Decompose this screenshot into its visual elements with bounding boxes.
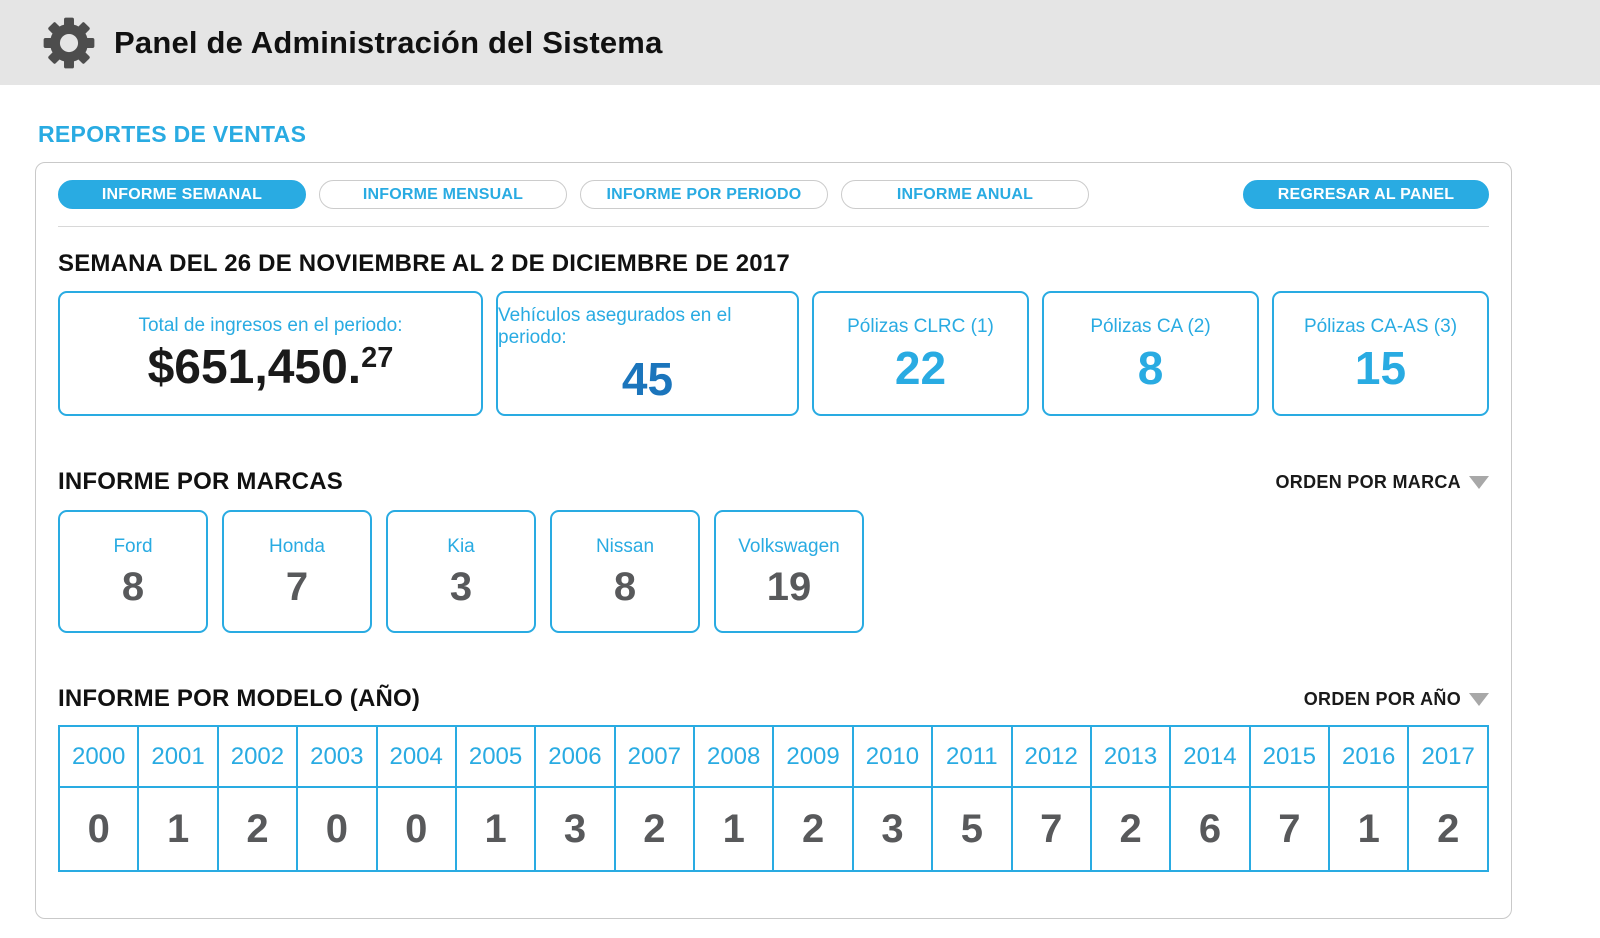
brand-card-honda: Honda 7 bbox=[222, 510, 372, 633]
brand-name: Honda bbox=[269, 536, 325, 557]
tab-informe-anual[interactable]: INFORME ANUAL bbox=[841, 180, 1089, 209]
brand-name: Kia bbox=[447, 536, 475, 557]
kpi-value: 8 bbox=[1137, 342, 1164, 394]
brand-name: Volkswagen bbox=[738, 536, 840, 557]
year-header-2016: 2016 bbox=[1327, 725, 1410, 788]
year-count-2005: 1 bbox=[454, 786, 537, 872]
back-to-panel-button[interactable]: REGRESAR AL PANEL bbox=[1243, 180, 1489, 209]
year-count-2012: 7 bbox=[1010, 786, 1092, 872]
kpi-label: Total de ingresos en el periodo: bbox=[138, 315, 403, 336]
kpi-label: Pólizas CLRC (1) bbox=[847, 316, 994, 337]
kpi-label: Vehículos asegurados en el periodo: bbox=[498, 305, 732, 348]
year-header-2008: 2008 bbox=[692, 725, 775, 788]
kpi-cards-row: Total de ingresos en el periodo: $651,450… bbox=[58, 291, 1489, 416]
app-header: Panel de Administración del Sistema bbox=[0, 0, 1600, 85]
chevron-down-icon bbox=[1469, 475, 1489, 489]
brand-count: 8 bbox=[121, 565, 145, 609]
sort-by-year-label: ORDEN POR AÑO bbox=[1303, 688, 1461, 709]
tab-informe-mensual[interactable]: INFORME MENSUAL bbox=[319, 180, 567, 209]
models-section-title: INFORME POR MODELO (AÑO) bbox=[58, 685, 421, 712]
brand-card-nissan: Nissan 8 bbox=[550, 510, 700, 633]
brand-name: Ford bbox=[113, 536, 153, 557]
year-header-2000: 2000 bbox=[57, 725, 140, 788]
year-header-2010: 2010 bbox=[851, 725, 934, 788]
kpi-card-p-lizas-ca-2: Pólizas CA (2) 8 bbox=[1042, 291, 1259, 416]
kpi-label: Pólizas CA-AS (3) bbox=[1303, 316, 1458, 337]
brands-section-head: INFORME POR MARCAS ORDEN POR MARCA bbox=[58, 468, 1489, 496]
brand-count: 3 bbox=[449, 565, 473, 609]
kpi-card-total-de-ingresos-en-el-periodo: Total de ingresos en el periodo: $651,450… bbox=[58, 291, 483, 416]
year-header-2005: 2005 bbox=[454, 725, 537, 788]
brand-card-volkswagen: Volkswagen 19 bbox=[714, 510, 864, 633]
brand-cards-row: Ford 8 Honda 7 Kia 3 Nissan 8 Volkswagen 19 bbox=[58, 510, 1489, 633]
year-header-2009: 2009 bbox=[772, 725, 854, 788]
chevron-down-icon bbox=[1469, 692, 1489, 706]
kpi-value: 15 bbox=[1354, 342, 1407, 394]
year-count-2002: 2 bbox=[216, 786, 299, 872]
year-header-2013: 2013 bbox=[1089, 725, 1172, 788]
year-count-2014: 6 bbox=[1169, 786, 1251, 872]
tabs-divider bbox=[58, 226, 1489, 227]
kpi-value: 45 bbox=[621, 353, 674, 405]
brand-card-ford: Ford 8 bbox=[58, 510, 208, 633]
reports-section-title: REPORTES DE VENTAS bbox=[38, 121, 307, 147]
brands-section-title: INFORME POR MARCAS bbox=[58, 468, 343, 495]
tab-informe-semanal[interactable]: INFORME SEMANAL bbox=[58, 180, 306, 209]
year-count-2007: 2 bbox=[613, 786, 696, 872]
year-count-2003: 0 bbox=[296, 786, 378, 872]
brand-count: 19 bbox=[766, 565, 812, 609]
brand-card-kia: Kia 3 bbox=[386, 510, 536, 633]
year-count-2016: 1 bbox=[1327, 786, 1410, 872]
sort-by-year-control[interactable]: ORDEN POR AÑO bbox=[1304, 689, 1489, 710]
year-header-2014: 2014 bbox=[1169, 725, 1251, 788]
year-header-2007: 2007 bbox=[613, 725, 696, 788]
sort-by-brand-label: ORDEN POR MARCA bbox=[1275, 471, 1461, 492]
year-count-2015: 7 bbox=[1248, 786, 1331, 872]
year-header-2004: 2004 bbox=[375, 725, 457, 788]
kpi-value-cents: 27 bbox=[361, 342, 394, 374]
year-header-2017: 2017 bbox=[1407, 725, 1489, 788]
year-count-2004: 0 bbox=[375, 786, 457, 872]
tab-informe-por-periodo[interactable]: INFORME POR PERIODO bbox=[580, 180, 828, 209]
models-section-head: INFORME POR MODELO (AÑO) ORDEN POR AÑO bbox=[58, 685, 1489, 713]
year-count-2013: 2 bbox=[1089, 786, 1172, 872]
brand-count: 7 bbox=[285, 565, 309, 609]
year-header-2012: 2012 bbox=[1010, 725, 1092, 788]
kpi-card-p-lizas-ca-as-3: Pólizas CA-AS (3) 15 bbox=[1272, 291, 1489, 416]
sort-by-brand-control[interactable]: ORDEN POR MARCA bbox=[1275, 472, 1489, 493]
year-count-2010: 3 bbox=[851, 786, 934, 872]
gear-icon bbox=[40, 14, 98, 72]
year-count-2009: 2 bbox=[772, 786, 854, 872]
reports-panel: INFORME SEMANAL INFORME MENSUAL INFORME PO… bbox=[35, 162, 1512, 919]
year-table: 2000 2001 2002 2003 2004 2005 2006 2007 2008 2009… bbox=[57, 725, 1489, 872]
year-header-2003: 2003 bbox=[296, 725, 378, 788]
report-tabs: INFORME SEMANAL INFORME MENSUAL INFORME PO… bbox=[58, 180, 1489, 209]
kpi-card-p-lizas-clrc-1: Pólizas CLRC (1) 22 bbox=[812, 291, 1029, 416]
year-count-2011: 5 bbox=[931, 786, 1013, 872]
year-header-2011: 2011 bbox=[931, 725, 1013, 788]
year-header-2002: 2002 bbox=[216, 725, 299, 788]
year-count-2000: 0 bbox=[57, 786, 140, 872]
year-count-2006: 3 bbox=[534, 786, 616, 872]
year-header-2001: 2001 bbox=[137, 725, 219, 788]
brand-count: 8 bbox=[613, 565, 637, 609]
year-count-2001: 1 bbox=[137, 786, 219, 872]
kpi-value: 22 bbox=[894, 342, 947, 394]
kpi-value: $651,450.27 bbox=[147, 341, 394, 394]
year-header-2015: 2015 bbox=[1248, 725, 1331, 788]
model-year-table: 2000 2001 2002 2003 2004 2005 2006 2007 2008 2009… bbox=[57, 725, 1489, 872]
year-count-2008: 1 bbox=[692, 786, 775, 872]
week-heading: SEMANA DEL 26 DE NOVIEMBRE AL 2 DE DICIE… bbox=[58, 250, 790, 277]
brand-name: Nissan bbox=[595, 536, 655, 557]
year-count-2017: 2 bbox=[1407, 786, 1489, 872]
page-title: Panel de Administración del Sistema bbox=[114, 24, 663, 60]
kpi-card-veh-culos-asegurados-en-el-periodo: Vehículos asegurados en el periodo: 45 bbox=[496, 291, 799, 416]
kpi-label: Pólizas CA (2) bbox=[1090, 316, 1211, 337]
year-header-2006: 2006 bbox=[534, 725, 616, 788]
